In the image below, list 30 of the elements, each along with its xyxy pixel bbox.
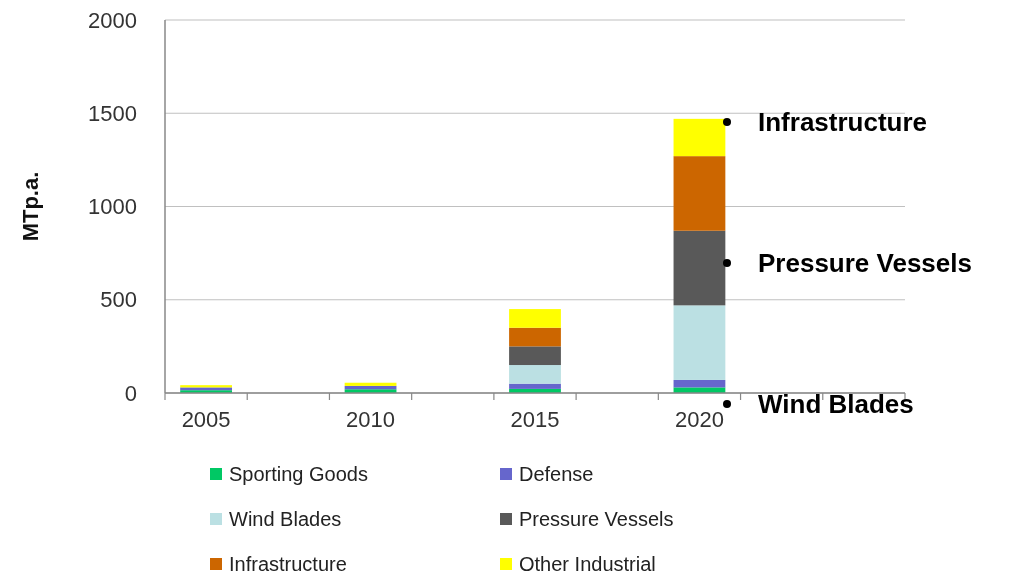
x-tick-label: 2015 bbox=[510, 407, 560, 432]
legend-label: Wind Blades bbox=[229, 508, 342, 530]
legend-label: Sporting Goods bbox=[229, 463, 368, 485]
bar bbox=[509, 346, 561, 366]
bar bbox=[673, 305, 726, 380]
bar bbox=[673, 379, 726, 388]
x-tick-label: 2020 bbox=[674, 407, 724, 432]
legend-label: Defense bbox=[519, 463, 594, 485]
y-tick-label: 2000 bbox=[88, 7, 137, 33]
bar bbox=[509, 383, 561, 389]
x-tick-label: 2005 bbox=[181, 407, 231, 432]
bar bbox=[344, 382, 397, 386]
bar bbox=[509, 309, 561, 328]
y-tick-label: 500 bbox=[100, 287, 137, 313]
annotation: Wind Blades bbox=[758, 389, 914, 419]
annotation: Pressure Vessels bbox=[758, 248, 972, 278]
annotation: Infrastructure bbox=[758, 107, 928, 137]
legend-label: Infrastructure bbox=[229, 553, 347, 575]
legend-label: Pressure Vessels bbox=[519, 508, 674, 530]
y-tick-label: 0 bbox=[124, 380, 137, 406]
x-tick-label: 2010 bbox=[346, 407, 396, 432]
bar bbox=[509, 365, 561, 384]
y-axis-title: MTp.a. bbox=[18, 171, 43, 242]
bar bbox=[673, 118, 726, 157]
bar bbox=[673, 230, 726, 306]
bar bbox=[509, 327, 561, 347]
y-tick-label: 1500 bbox=[88, 100, 137, 126]
y-tick-label: 1000 bbox=[88, 194, 137, 219]
legend-label: Other Industrial bbox=[519, 553, 656, 575]
bar bbox=[673, 156, 726, 231]
